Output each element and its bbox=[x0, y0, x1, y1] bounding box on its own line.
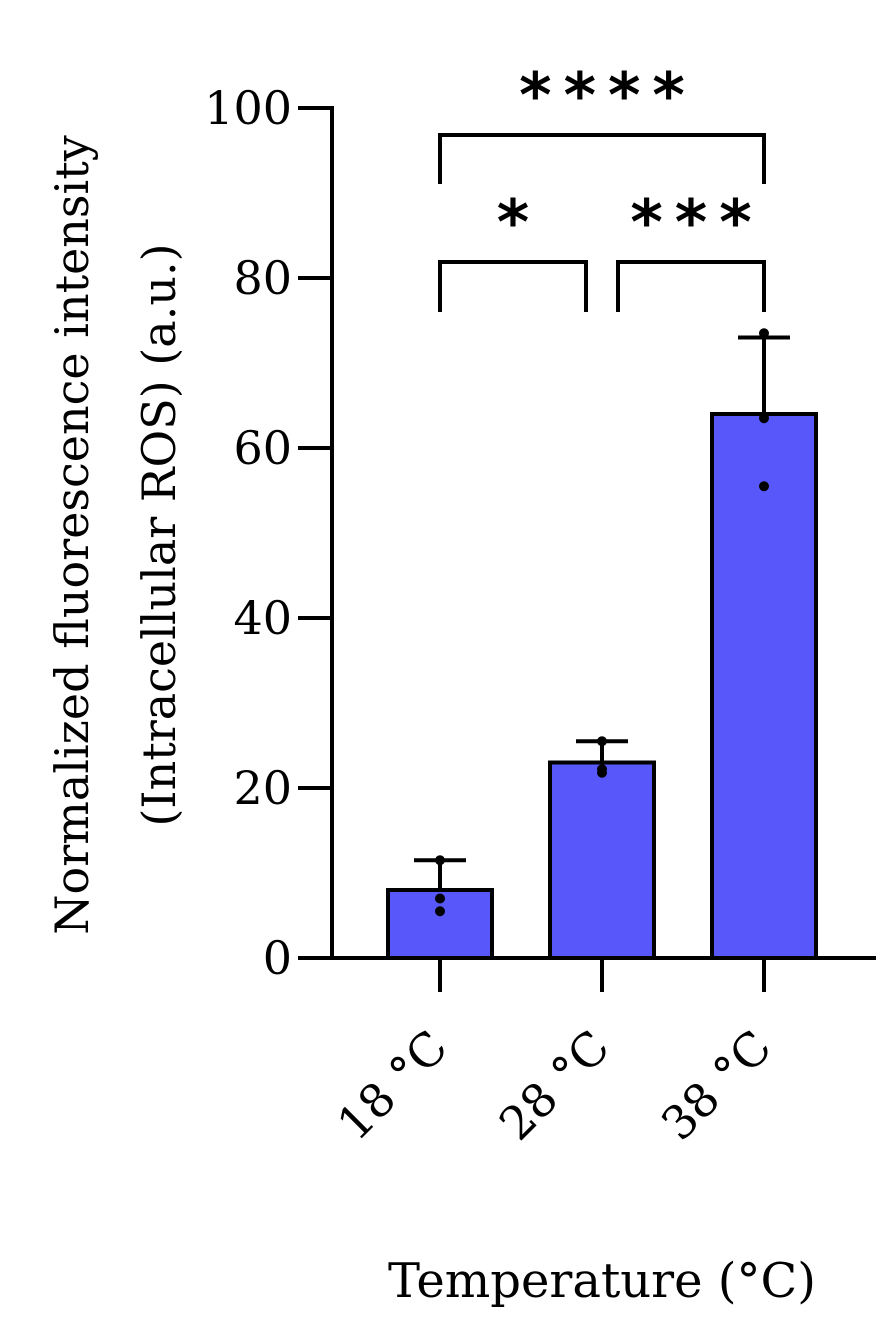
data-point bbox=[759, 481, 769, 492]
significance-bracket bbox=[438, 260, 588, 312]
y-tick-label: 60 bbox=[233, 421, 292, 475]
x-tick-label: 38 °C bbox=[651, 1020, 782, 1151]
y-tick-label: 80 bbox=[233, 251, 292, 305]
data-point bbox=[435, 906, 445, 917]
significance-label: *** bbox=[630, 186, 763, 259]
x-axis-title: Temperature (°C) bbox=[388, 1253, 816, 1309]
y-tick-label: 40 bbox=[233, 591, 292, 645]
significance-label: * bbox=[497, 186, 541, 259]
data-point bbox=[597, 736, 607, 747]
y-tick-label: 0 bbox=[263, 931, 292, 985]
y-axis-title: Normalized fluorescence intensity (Intra… bbox=[45, 135, 186, 934]
data-point bbox=[759, 413, 769, 424]
bars bbox=[386, 328, 818, 960]
bar bbox=[710, 412, 818, 960]
bar bbox=[548, 760, 656, 960]
data-point bbox=[759, 328, 769, 339]
y-axis-title-line2: (Intracellular ROS) (a.u.) bbox=[132, 243, 186, 826]
significance-bracket bbox=[616, 260, 766, 312]
significance-label: **** bbox=[519, 59, 697, 132]
data-point bbox=[597, 764, 607, 775]
significance-brackets: * ******* bbox=[438, 59, 766, 312]
y-tick-label: 20 bbox=[233, 761, 292, 815]
x-tick-label: 18 °C bbox=[327, 1020, 458, 1151]
x-tick-label: 28 °C bbox=[489, 1020, 620, 1151]
significance-bracket bbox=[438, 133, 766, 184]
y-tick-label: 100 bbox=[204, 81, 292, 135]
data-point bbox=[435, 893, 445, 904]
data-point bbox=[435, 855, 445, 866]
y-axis-title-line1: Normalized fluorescence intensity bbox=[45, 135, 99, 934]
